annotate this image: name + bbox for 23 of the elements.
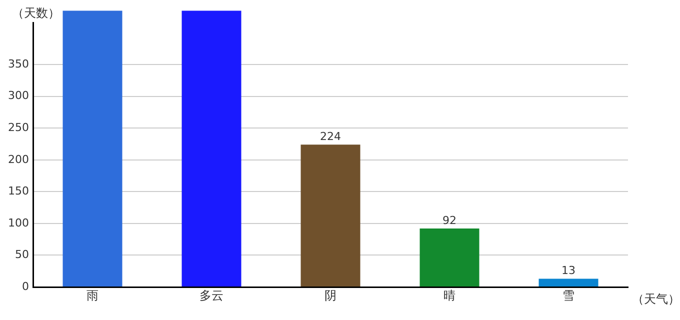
x-tick-label: 雨 [86, 288, 98, 302]
x-tick-label: 阴 [324, 288, 336, 302]
bar [182, 10, 242, 286]
x-tick-label: 晴 [444, 288, 456, 302]
data-label: 13 [562, 264, 576, 278]
y-tick-label: 50 [15, 248, 29, 262]
x-axis-title: （天气） [632, 292, 680, 306]
y-tick-label: 150 [8, 184, 29, 198]
y-axis-title: （天数） [12, 6, 60, 20]
data-label: 224 [320, 130, 341, 144]
data-label: 92 [442, 214, 456, 227]
y-tick-label: 200 [8, 152, 29, 166]
y-tick-label: 350 [8, 57, 29, 70]
x-tick-label: 雪 [562, 288, 574, 302]
bar [420, 228, 480, 286]
x-tick-label: 多云 [200, 288, 224, 302]
y-tick-label: 100 [8, 216, 29, 230]
y-tick-label: 0 [22, 280, 29, 293]
bar [538, 278, 598, 286]
bar [300, 144, 360, 286]
y-tick-label: 300 [8, 89, 29, 102]
bar [62, 10, 122, 286]
y-tick-label: 250 [8, 121, 29, 134]
